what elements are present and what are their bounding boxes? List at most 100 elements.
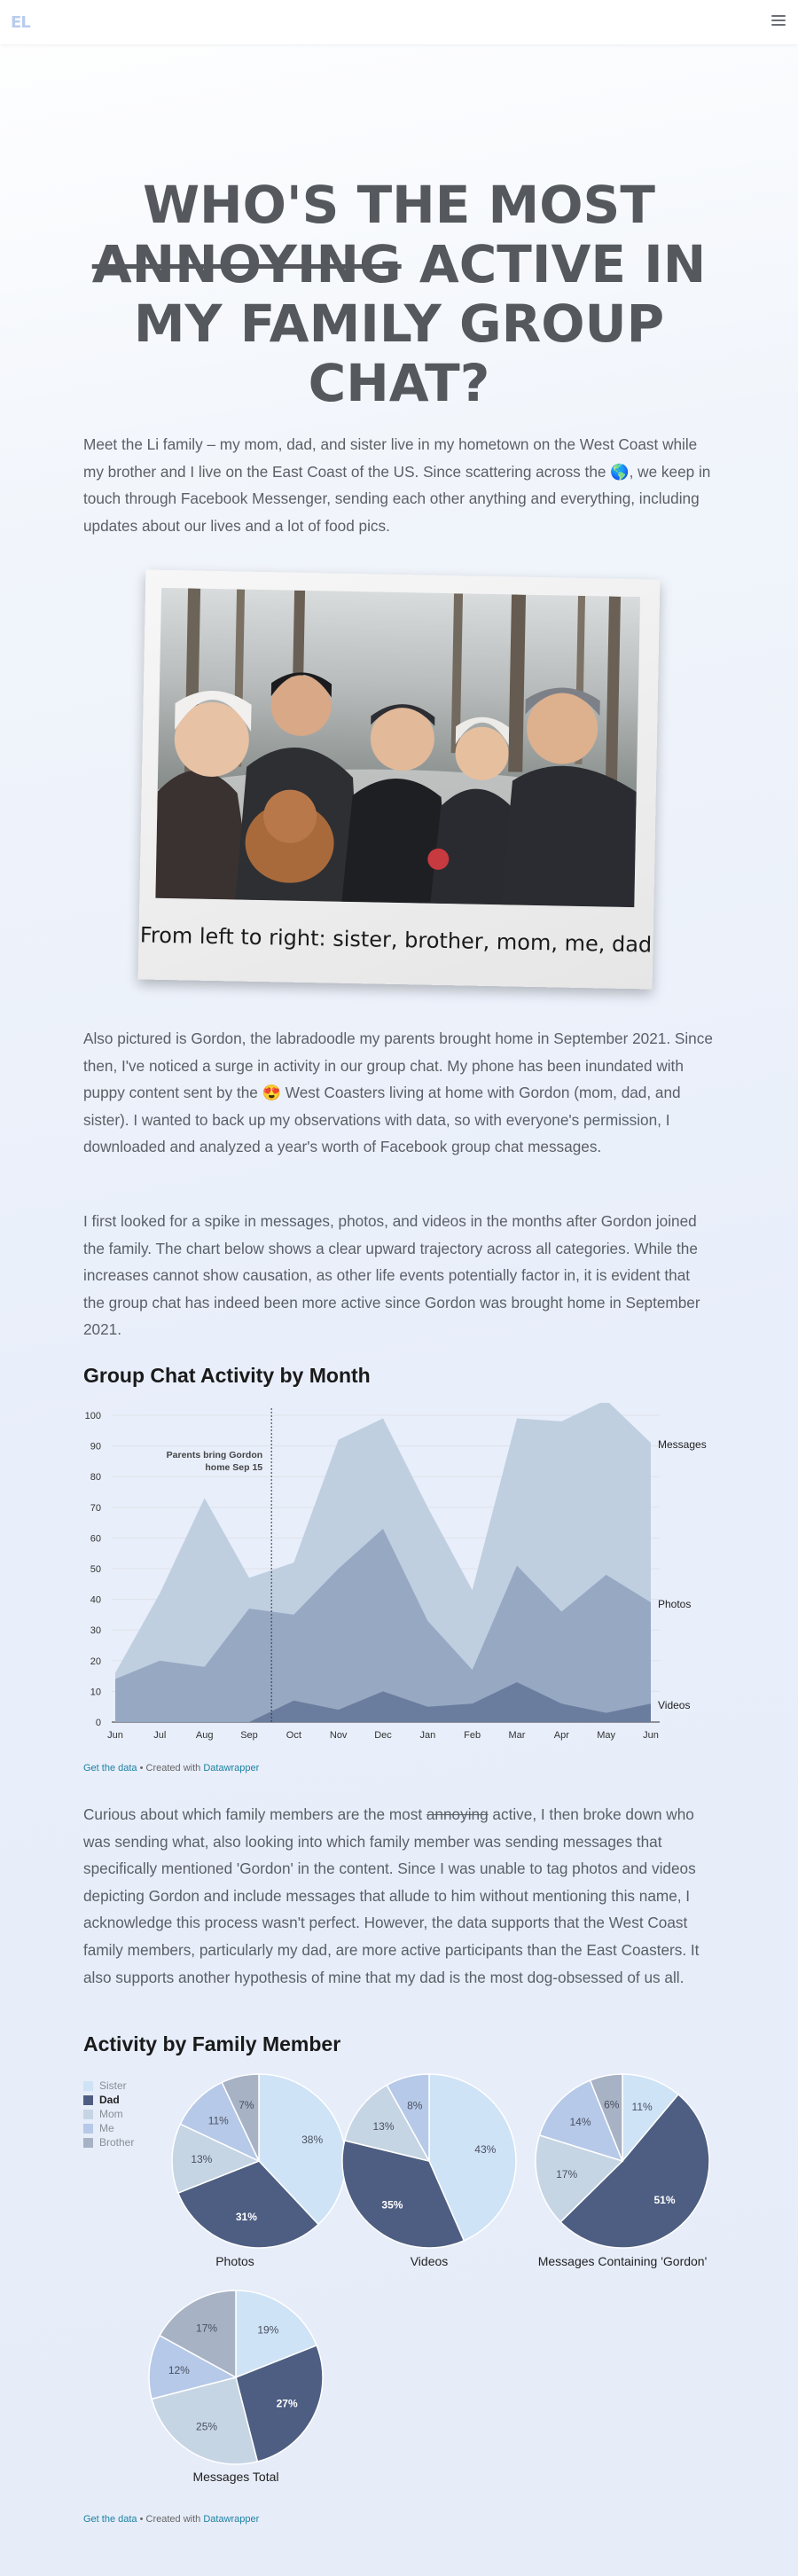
trend-paragraph: I first looked for a spike in messages, … <box>83 1212 700 1339</box>
pie-slice-sister <box>258 2073 347 2226</box>
y-tick-label: 90 <box>90 1442 101 1452</box>
family-photo-illustration <box>155 588 641 908</box>
chart-2-footnote: Get the data • Created with Datawrapper <box>83 2514 259 2525</box>
gordon-paragraph: Also pictured is Gordon, the labradoodle… <box>83 1030 713 1156</box>
pie-slice-label: 13% <box>373 2120 395 2133</box>
y-tick-label: 20 <box>90 1656 101 1667</box>
legend-item-sister[interactable]: Sister <box>83 2079 134 2093</box>
title-line-2: ACTIVE IN <box>401 234 707 294</box>
struck-text: annoying <box>426 1805 489 1823</box>
pie-slice-dad <box>176 2160 320 2249</box>
legend-swatch <box>83 2123 93 2134</box>
top-navigation-bar: EL <box>0 0 798 44</box>
paragraph-text-part: Curious about which family members are t… <box>83 1805 426 1823</box>
pie-chart-label: Messages Containing 'Gordon' <box>537 2254 708 2268</box>
annotation-text-line-1: Parents bring Gordon <box>167 1450 263 1460</box>
pie-chart-2: 11% 51% 17% 14% 6% <box>535 2073 710 2249</box>
family-member-paragraph: Curious about which family members are t… <box>83 1801 715 1991</box>
x-tick-label: Apr <box>554 1730 569 1741</box>
legend-item-dad[interactable]: Dad <box>83 2093 134 2107</box>
pie-slice-dad <box>341 2139 466 2249</box>
title-line-3: MY FAMILY GROUP <box>133 294 665 354</box>
y-tick-label: 100 <box>85 1411 101 1421</box>
pie-slice-brother <box>589 2073 623 2162</box>
legend-label: Mom <box>99 2108 123 2120</box>
photo-caption: From left to right: sister, brother, mom… <box>139 922 653 958</box>
y-tick-label: 80 <box>90 1472 101 1483</box>
legend-swatch <box>83 2137 93 2148</box>
y-tick-label: 70 <box>90 1503 101 1514</box>
title-struck-word: ANNOYING <box>91 234 402 294</box>
pie-slice-label: 31% <box>236 2211 257 2223</box>
pie-slice-sister <box>235 2290 318 2379</box>
x-tick-label: Sep <box>240 1730 258 1741</box>
datawrapper-link[interactable]: Datawrapper <box>203 2514 260 2525</box>
pie-slice-label: 43% <box>474 2143 496 2156</box>
pie-slice-mom <box>343 2084 431 2163</box>
legend-item-me[interactable]: Me <box>83 2121 134 2135</box>
pie-legend: Sister Dad Mom Me Brother <box>83 2079 134 2149</box>
get-data-link[interactable]: Get the data <box>83 2514 137 2525</box>
intro-paragraph: Meet the Li family – my mom, dad, and si… <box>83 435 711 535</box>
pie-slice-sister <box>428 2073 517 2242</box>
series-label-messages: Messages <box>658 1438 707 1451</box>
menu-bar <box>771 20 786 21</box>
pie-chart-label: Photos <box>215 2254 254 2268</box>
annotation-text-line-2: home Sep 15 <box>205 1462 262 1473</box>
legend-swatch <box>83 2094 93 2105</box>
family-photo <box>155 587 641 908</box>
legend-label: Sister <box>99 2079 127 2092</box>
pie-slice-label: 38% <box>301 2134 323 2146</box>
x-tick-label: Dec <box>374 1730 392 1741</box>
area-series-photos <box>115 1529 651 1722</box>
x-tick-label: Jan <box>419 1730 435 1741</box>
pie-slice-dad <box>235 2344 324 2462</box>
pie-slice-mom <box>171 2123 261 2195</box>
x-tick-label: Jun <box>643 1730 659 1741</box>
pie-slice-label: 7% <box>239 2099 254 2111</box>
pie-slice-label: 51% <box>653 2194 675 2206</box>
activity-area-chart: 0 10 20 30 40 50 60 70 80 90 100 Messages Photos Vide… <box>85 1403 707 1741</box>
pie-slice-label: 35% <box>381 2199 403 2212</box>
pie-slice-label: 17% <box>556 2168 577 2181</box>
y-tick-label: 60 <box>90 1533 101 1544</box>
paragraph-text-part: active, I then broke down who was sendin… <box>83 1805 700 1986</box>
pie-slice-label: 11% <box>208 2114 229 2126</box>
pie-slice-label: 17% <box>196 2322 217 2334</box>
title-line-1: WHO'S THE MOST <box>143 175 655 235</box>
get-data-link[interactable]: Get the data <box>83 1763 137 1773</box>
pie-slice-me <box>386 2073 430 2164</box>
pie-slice-brother <box>159 2290 237 2379</box>
pie-slice-label: 25% <box>196 2421 217 2433</box>
y-tick-label: 50 <box>90 1564 101 1575</box>
x-tick-label: Feb <box>464 1730 481 1741</box>
pie-chart-3: 19% 27% 25% 12% 17% <box>148 2290 324 2465</box>
pie-slice-dad <box>559 2093 710 2249</box>
pie-slice-mom <box>151 2376 259 2465</box>
legend-item-brother[interactable]: Brother <box>83 2135 134 2149</box>
menu-bar <box>771 15 786 17</box>
pie-slice-label: 12% <box>168 2364 190 2376</box>
x-tick-label: May <box>597 1730 615 1741</box>
y-tick-label: 30 <box>90 1625 101 1636</box>
pie-slice-label: 27% <box>277 2397 298 2409</box>
pie-chart-1: 43% 35% 13% 8% <box>341 2073 517 2249</box>
legend-label: Brother <box>99 2136 135 2149</box>
pie-slice-me <box>538 2079 624 2163</box>
legend-label: Dad <box>99 2094 120 2106</box>
area-series-videos <box>115 1682 651 1722</box>
title-line-4: CHAT? <box>308 353 490 413</box>
activity-chart-title: Group Chat Activity by Month <box>83 1364 371 1387</box>
family-photo-polaroid: From left to right: sister, brother, mom… <box>137 569 661 990</box>
pie-chart-label: Videos <box>410 2254 449 2268</box>
pie-slice-mom <box>535 2134 624 2223</box>
footnote-separator: • Created with <box>137 2514 204 2525</box>
legend-item-mom[interactable]: Mom <box>83 2107 134 2121</box>
datawrapper-link[interactable]: Datawrapper <box>203 1763 260 1773</box>
page-title: WHO'S THE MOST ANNOYING ACTIVE IN MY FAM… <box>53 176 745 413</box>
legend-swatch <box>83 2109 93 2119</box>
site-logo[interactable]: EL <box>11 13 31 32</box>
x-tick-label: Mar <box>509 1730 526 1741</box>
pie-slice-label: 6% <box>604 2098 620 2110</box>
hamburger-menu-icon[interactable] <box>771 15 786 26</box>
